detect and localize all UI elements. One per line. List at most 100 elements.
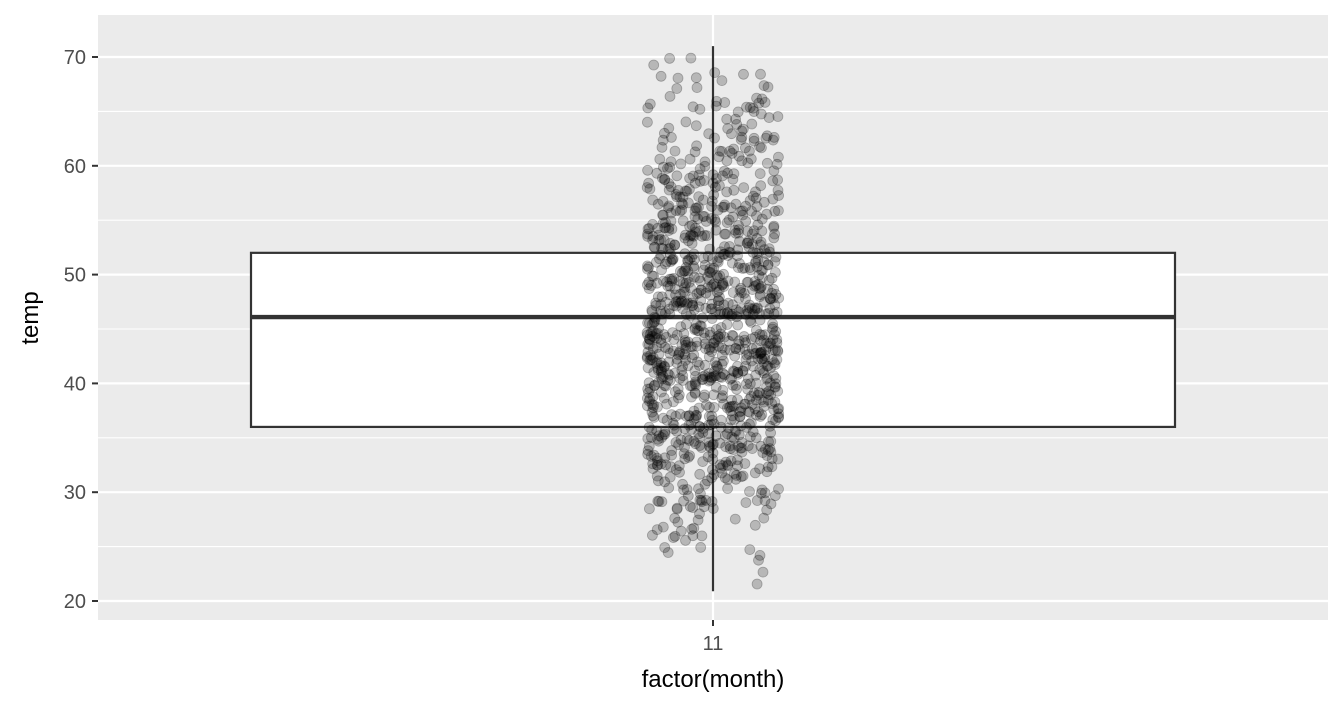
data-point [665, 461, 677, 473]
data-point [666, 223, 678, 235]
data-point [752, 254, 764, 266]
data-point [668, 272, 680, 284]
data-point [646, 306, 658, 318]
data-point [664, 161, 676, 173]
data-point [669, 367, 681, 379]
data-point [727, 379, 739, 391]
data-point [644, 503, 655, 515]
data-point [693, 402, 705, 414]
data-point [663, 225, 675, 236]
data-point [734, 284, 746, 296]
data-point [752, 302, 763, 314]
data-point [769, 396, 781, 408]
data-point [694, 440, 706, 452]
data-point [648, 399, 660, 411]
data-point [712, 256, 724, 268]
data-point [762, 360, 774, 372]
data-point [765, 427, 776, 439]
data-point [730, 304, 742, 316]
data-point [772, 184, 784, 196]
data-point [669, 145, 681, 157]
data-point [735, 405, 747, 417]
data-point [755, 346, 767, 358]
data-point [772, 453, 784, 465]
data-point [727, 410, 738, 422]
data-point [647, 458, 659, 470]
data-point [768, 370, 780, 382]
data-point [711, 173, 722, 185]
data-point [729, 513, 741, 525]
data-point [737, 123, 749, 135]
data-point [751, 578, 763, 590]
data-point [724, 344, 736, 356]
data-point [715, 328, 727, 340]
data-point [690, 376, 701, 388]
data-point [765, 293, 776, 305]
data-point [704, 441, 716, 453]
data-point [675, 288, 686, 300]
data-point [688, 522, 700, 534]
data-point [720, 456, 732, 468]
data-point [646, 406, 658, 418]
data-point [730, 227, 742, 239]
data-point [758, 396, 769, 408]
data-point [649, 379, 660, 391]
data-point [644, 98, 656, 110]
data-point [728, 433, 740, 445]
data-point [736, 131, 748, 143]
data-point [750, 279, 762, 291]
data-point [748, 225, 760, 237]
data-point [664, 369, 675, 381]
data-point [704, 243, 716, 255]
data-point [642, 228, 653, 240]
data-point [656, 308, 668, 320]
data-point [683, 272, 694, 283]
data-point [675, 434, 687, 446]
data-point [725, 202, 737, 214]
data-point [677, 267, 688, 279]
data-point [651, 256, 662, 268]
data-point [666, 273, 678, 285]
data-point [686, 352, 698, 364]
data-point [744, 299, 755, 311]
data-point [698, 422, 709, 434]
data-point [727, 330, 739, 342]
data-point [766, 398, 778, 409]
data-point [659, 476, 671, 488]
data-point [675, 158, 687, 170]
data-point [769, 381, 781, 392]
data-point [710, 281, 722, 292]
data-point [742, 440, 754, 452]
data-point [732, 244, 744, 256]
data-point [648, 241, 660, 253]
data-point [684, 501, 696, 512]
data-point [736, 442, 748, 454]
data-point [725, 401, 736, 413]
data-point [662, 547, 674, 558]
data-point [757, 566, 769, 578]
data-point [694, 175, 706, 187]
data-point [713, 295, 725, 307]
data-point [697, 312, 708, 324]
data-point [653, 229, 664, 241]
data-point [657, 134, 669, 146]
data-point [708, 342, 720, 354]
data-point [643, 223, 655, 234]
data-point [648, 449, 660, 461]
data-point [679, 232, 691, 244]
data-point [681, 185, 693, 197]
data-point [693, 201, 704, 213]
data-point [657, 243, 669, 255]
data-point [650, 297, 662, 309]
data-point [642, 433, 654, 444]
data-point [768, 308, 780, 320]
y-tick-label: 60 [64, 156, 86, 178]
data-point [740, 142, 751, 154]
data-point [702, 250, 714, 262]
data-point [767, 321, 779, 333]
data-point [762, 81, 774, 93]
data-point [680, 336, 691, 348]
data-point [742, 383, 753, 395]
data-point [668, 396, 679, 408]
